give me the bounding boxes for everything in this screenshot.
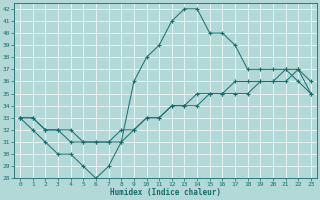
X-axis label: Humidex (Indice chaleur): Humidex (Indice chaleur) — [110, 188, 221, 197]
